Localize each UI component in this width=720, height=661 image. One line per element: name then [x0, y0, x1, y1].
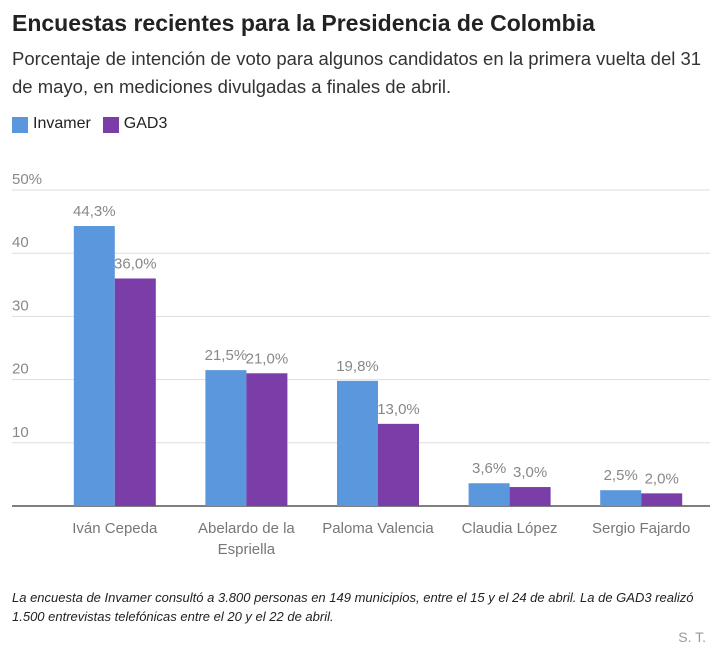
y-tick-label: 40 [12, 234, 29, 251]
credit: S. T. [678, 629, 706, 645]
value-label: 13,0% [377, 401, 420, 418]
value-label: 19,8% [336, 358, 379, 375]
y-tick-label: 30 [12, 297, 29, 314]
bar [641, 493, 683, 506]
legend-swatch [102, 117, 119, 133]
x-tick-label: Sergio Fajardo [591, 520, 691, 537]
bar [337, 380, 378, 506]
y-tick-label: 50% [12, 171, 42, 188]
value-label: 21,5% [205, 347, 248, 364]
bar [205, 370, 247, 506]
bar [73, 226, 115, 507]
value-label: 21,0% [246, 350, 289, 367]
y-tick-label: 10 [12, 424, 29, 441]
chart-subtitle: Porcentaje de intención de voto para alg… [12, 48, 702, 97]
bar [246, 373, 288, 506]
footnote: La encuesta de Invamer consultó a 3.800 … [12, 590, 694, 624]
bar [378, 423, 419, 506]
x-tick-label: Claudia López [461, 520, 558, 537]
bar [509, 487, 551, 506]
bar [468, 483, 510, 506]
chart-title: Encuestas recientes para la Presidencia … [12, 10, 595, 36]
bar [114, 278, 156, 506]
x-tick-label: Iván Cepeda [72, 520, 158, 537]
value-label: 3,6% [472, 460, 506, 477]
value-label: 2,5% [604, 467, 638, 484]
bar [600, 490, 642, 506]
y-tick-label: 20 [12, 361, 29, 378]
value-label: 44,3% [73, 203, 116, 220]
value-label: 3,0% [513, 464, 547, 481]
x-tick-label: Abelardo de la Espriella [198, 520, 295, 558]
legend-label: GAD3 [123, 115, 168, 132]
legend-label: Invamer [33, 115, 91, 132]
legend-swatch [12, 117, 28, 133]
value-label: 2,0% [645, 470, 679, 487]
value-label: 36,0% [114, 255, 157, 272]
x-tick-label: Paloma Valencia [322, 520, 434, 537]
